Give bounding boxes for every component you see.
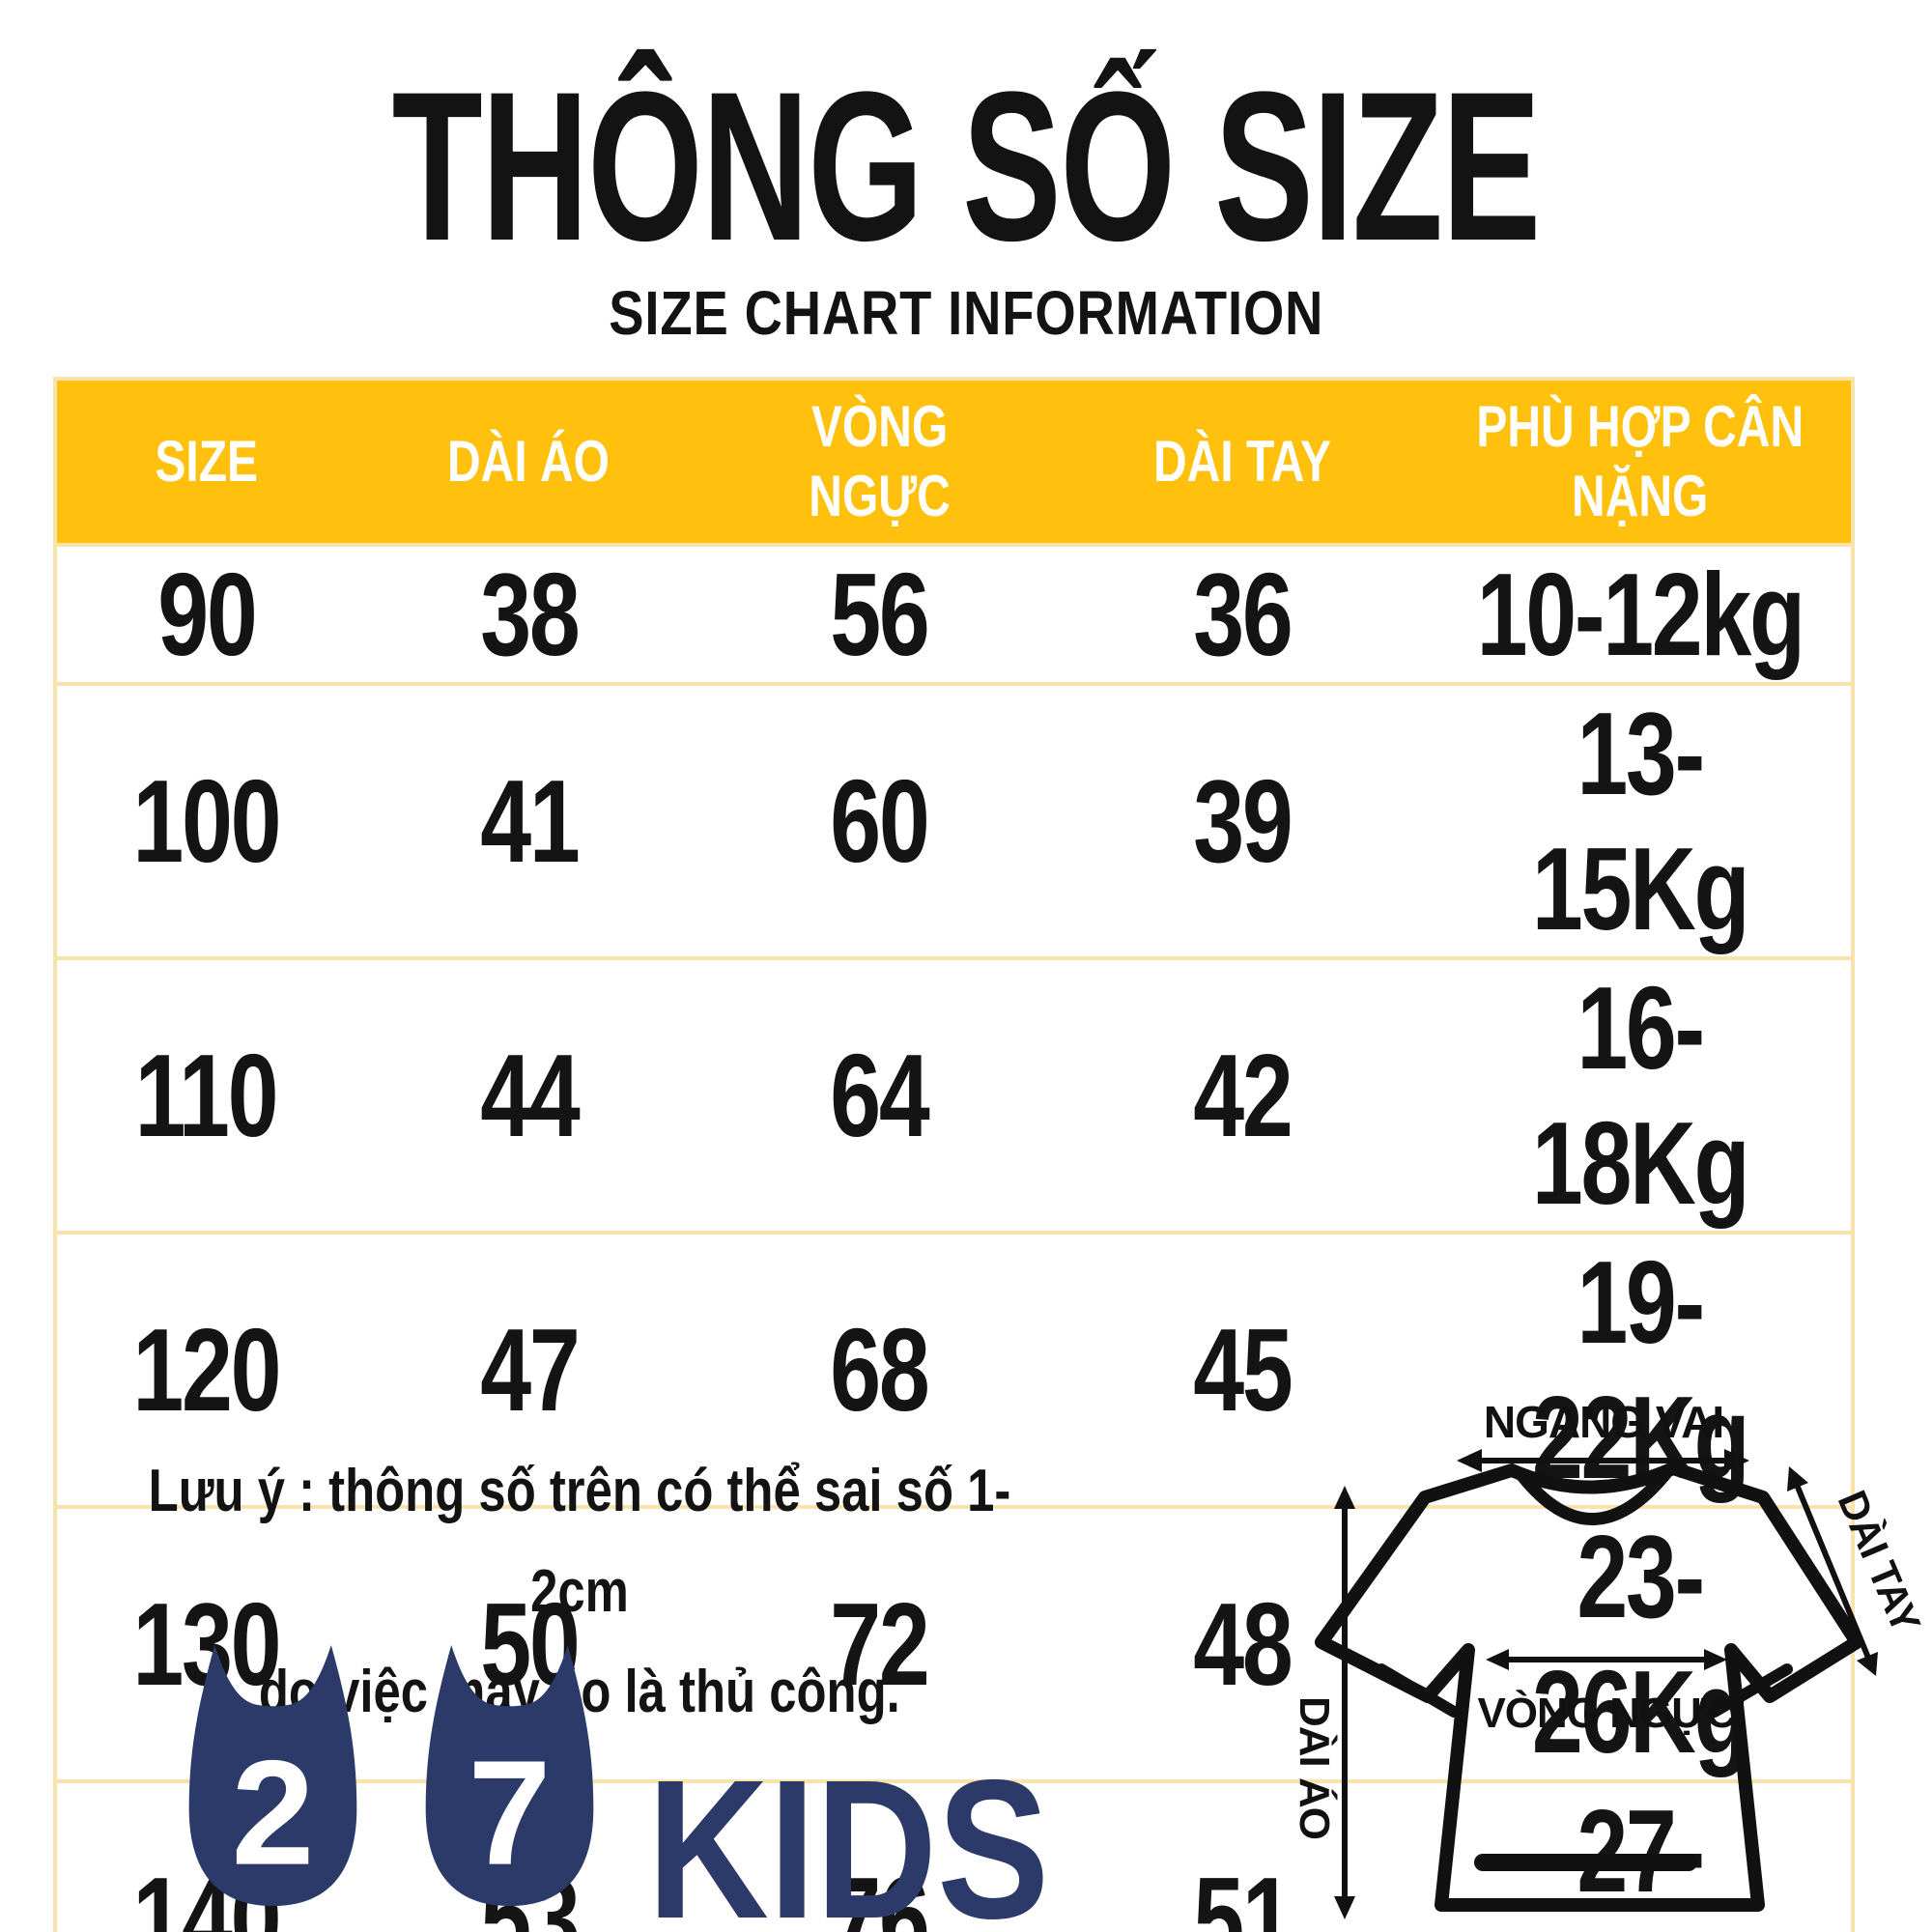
table-cell-text: 38 [479,549,581,680]
table-cell-text: 120 [132,1304,282,1435]
column-header-text: PHÙ HỢP CÂN NẶNG [1476,394,1804,528]
table-row: 110 44 64 42 16-18Kg [55,956,1853,1233]
collar-line [1516,1467,1672,1525]
table-cell-text: 72 [830,1578,931,1710]
table-cell-text: 27-30Kg [1532,1785,1750,1932]
brand-logo: 2 7 KIDS [174,1635,1121,1932]
table-cell: 72 [701,1505,1057,1781]
table-cell-text: 51 [1193,1853,1294,1932]
table-cell-text: 64 [830,1030,931,1161]
table-cell-text: 42 [1193,1030,1294,1161]
column-header: VÒNG NGỰC [701,379,1057,545]
table-cell-text: 60 [830,755,931,887]
table-cell: 13-15Kg [1428,682,1853,958]
tshirt-diagram: NGANG VAI VÒNG NGỰC DÀI ÁO [1291,1397,1929,1919]
table-cell-text: 44 [479,1030,581,1161]
logo-digit: 2 [232,1729,315,1896]
size-table-header: SIZE DÀI ÁO VÒNG NGỰC DÀI TAY PHÙ HỢP CÂN NẶ… [55,379,1853,545]
tshirt-icon [1315,1462,1863,1912]
note-line-1: Lưu ý : thông số trên có thể sai số 1-2c… [148,1458,1011,1625]
right-sleeve-seam [1709,1663,1793,1718]
sleeve-length-arrow-icon [1787,1466,1878,1676]
table-cell-text: 68 [830,1304,931,1435]
table-cell: 90 [55,543,355,684]
column-header-text: DÀI TAY [1153,429,1332,494]
chest-arrow-icon [1486,1649,1727,1670]
table-cell-text: 13-15Kg [1531,688,1750,954]
table-cell-text: 36 [1193,549,1294,680]
table-cell-text: 45 [1193,1304,1294,1435]
column-header-text: SIZE [155,429,258,494]
table-cell: 23-26Kg [1428,1505,1853,1781]
table-cell-text: 41 [479,755,581,887]
table-cell: 10-12kg [1428,543,1853,684]
table-cell-text: 16-18Kg [1531,962,1750,1229]
size-table-body: 90 38 56 36 10-12kg 100 41 60 39 13-15Kg 110 44 64 42… [55,543,1853,1932]
table-cell-text: 100 [132,755,282,887]
size-table-container: SIZE DÀI ÁO VÒNG NGỰC DÀI TAY PHÙ HỢP CÂN NẶ… [53,377,1855,1932]
table-cell: 39 [1056,682,1429,958]
label-chest: VÒNG NGỰC [1477,1689,1735,1737]
table-cell-text: 90 [156,549,258,680]
table-cell: 110 [55,956,355,1233]
table-cell: 56 [701,543,1057,684]
table-cell: 16-18Kg [1428,956,1853,1233]
size-table-header-row: SIZE DÀI ÁO VÒNG NGỰC DÀI TAY PHÙ HỢP CÂN NẶ… [55,379,1853,545]
table-cell: 50 [355,1505,702,1781]
column-header: PHÙ HỢP CÂN NẶNG [1428,379,1853,545]
table-row: 90 38 56 36 10-12kg [55,543,1853,684]
table-cell-text: 48 [1193,1578,1294,1710]
column-header: DÀI TAY [1056,379,1429,545]
table-cell-text: 39 [1193,755,1294,887]
size-table: SIZE DÀI ÁO VÒNG NGỰC DÀI TAY PHÙ HỢP CÂN NẶ… [53,377,1855,1932]
label-shirt-length: DÀI ÁO [1291,1696,1339,1839]
table-cell: 36 [1056,543,1429,684]
table-cell: 60 [701,682,1057,958]
table-cell: 48 [1056,1505,1429,1781]
table-row: 100 41 60 39 13-15Kg [55,682,1853,958]
column-header-text: VÒNG NGỰC [809,394,951,528]
table-cell: 64 [701,956,1057,1233]
table-cell: 44 [355,956,702,1233]
left-sleeve-seam [1376,1663,1460,1718]
table-cell-text: 110 [135,1030,279,1161]
table-cell: 41 [355,682,702,958]
logo-digit: 7 [469,1729,552,1896]
table-cell: 120 [55,1231,355,1507]
label-shoulder-width: NGANG VAI [1484,1397,1723,1447]
table-cell: 47 [355,1231,702,1507]
column-header: SIZE [55,379,355,545]
table-cell: 38 [355,543,702,684]
table-cell: 68 [701,1231,1057,1507]
logo-text: KIDS [647,1739,1050,1932]
table-cell-text: 56 [830,549,931,680]
shoulder-width-arrow-icon [1457,1449,1749,1472]
table-cell: 42 [1056,956,1429,1233]
table-cell-text: 76 [830,1853,931,1932]
table-cell: 76 [701,1779,1057,1932]
page-title-text: THÔNG SỐ SIZE [391,47,1542,285]
cat-shape [188,1644,357,1907]
column-header-text: DÀI ÁO [447,429,611,494]
page-title: THÔNG SỐ SIZE [0,60,1932,272]
cat-shape [425,1644,594,1907]
table-cell: 45 [1056,1231,1429,1507]
page-subtitle-text: SIZE CHART INFORMATION [609,278,1323,348]
logo-cat-2-icon: 2 [188,1644,357,1907]
table-cell-text: 47 [479,1304,581,1435]
table-cell-text: 10-12kg [1476,549,1804,680]
note-text: Lưu ý : thông số trên có thể sai số 1-2c… [39,1441,1121,1743]
table-cell: 100 [55,682,355,958]
logo-cat-7-icon: 7 [425,1644,594,1907]
page-subtitle: SIZE CHART INFORMATION [0,282,1932,344]
shirt-length-arrow-icon [1334,1486,1355,1919]
column-header: DÀI ÁO [355,379,702,545]
table-cell: 51 [1056,1779,1429,1932]
